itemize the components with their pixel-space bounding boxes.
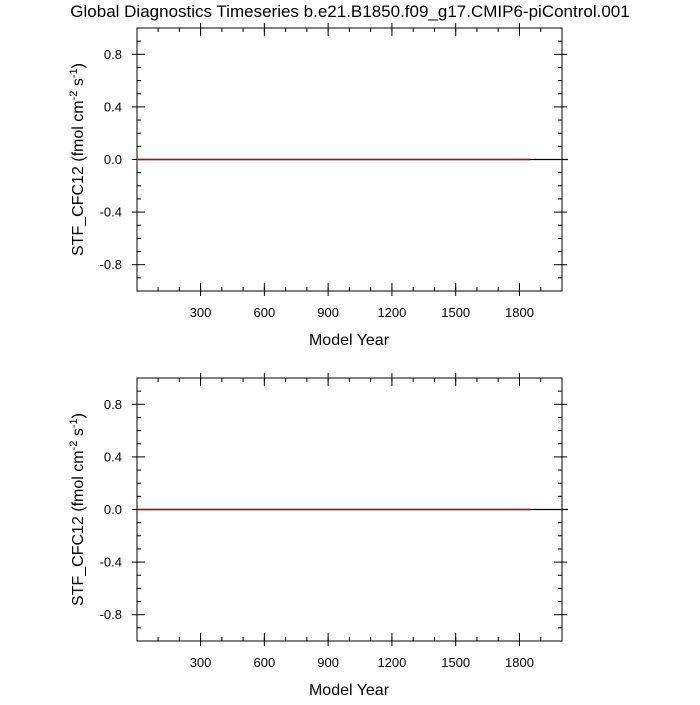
- chart-1-x-axis-label: Model Year: [309, 332, 390, 349]
- chart-1-x-tick-label: 1800: [505, 305, 534, 320]
- chart-1-y-axis-label-part: ): [70, 63, 87, 68]
- chart-2-y-axis-label: STF_CFC12 (fmol cm-2 s-1): [68, 413, 87, 606]
- chart-2-y-tick-label: 0.0: [104, 502, 122, 517]
- chart-2-y-tick-label: 0.8: [104, 397, 122, 412]
- chart-1-panel: 300 600 900 1200 1500 1800 0.8 0.4 0.0 -0.4 -0.8 Mo…: [68, 23, 568, 349]
- chart-1-y-tick-label: -0.4: [100, 205, 122, 220]
- chart-1-y-axis-label-superscript: -1: [68, 68, 80, 78]
- chart-1-y-tick-label: 0.8: [104, 47, 122, 62]
- chart-2-y-axis-label-superscript: -2: [68, 441, 80, 451]
- chart-2-y-axis-label-part: STF_CFC12 (fmol cm: [70, 450, 87, 606]
- chart-2-y-tick-label: -0.4: [100, 555, 122, 570]
- chart-1-y-axis-label: STF_CFC12 (fmol cm-2 s-1): [68, 63, 87, 256]
- chart-2-y-tick-label: 0.4: [104, 449, 122, 464]
- figure-title: Global Diagnostics Timeseries b.e21.B185…: [70, 2, 629, 21]
- chart-1-x-tick-label: 300: [190, 305, 212, 320]
- chart-2-y-axis-label-part: s: [70, 428, 87, 440]
- chart-1-y-tick-label: 0.4: [104, 99, 122, 114]
- chart-2-y-tick-label: -0.8: [100, 607, 122, 622]
- chart-1-x-tick-label: 600: [253, 305, 275, 320]
- chart-2-x-tick-label: 300: [190, 655, 212, 670]
- chart-2-x-tick-label: 900: [317, 655, 339, 670]
- chart-1-y-axis-label-part: s: [70, 78, 87, 90]
- chart-1-y-tick-label: 0.0: [104, 152, 122, 167]
- chart-2-x-axis-label: Model Year: [309, 682, 390, 699]
- chart-2-panel: 300 600 900 1200 1500 1800 0.8 0.4 0.0 -0.4 -0.8 Mo…: [68, 373, 568, 699]
- chart-1-x-tick-label: 1500: [441, 305, 470, 320]
- chart-2-x-tick-label: 1800: [505, 655, 534, 670]
- chart-2-x-tick-label: 600: [253, 655, 275, 670]
- chart-1-y-tick-label: -0.8: [100, 257, 122, 272]
- chart-2-x-tick-label: 1500: [441, 655, 470, 670]
- chart-2-x-tick-label: 1200: [377, 655, 406, 670]
- chart-2-y-axis-label-superscript: -1: [68, 418, 80, 428]
- chart-1-x-tick-label: 900: [317, 305, 339, 320]
- chart-1-y-axis-label-part: STF_CFC12 (fmol cm: [70, 100, 87, 256]
- chart-2-y-axis-label-part: ): [70, 413, 87, 418]
- chart-1-x-tick-label: 1200: [377, 305, 406, 320]
- chart-1-y-axis-label-superscript: -2: [68, 91, 80, 101]
